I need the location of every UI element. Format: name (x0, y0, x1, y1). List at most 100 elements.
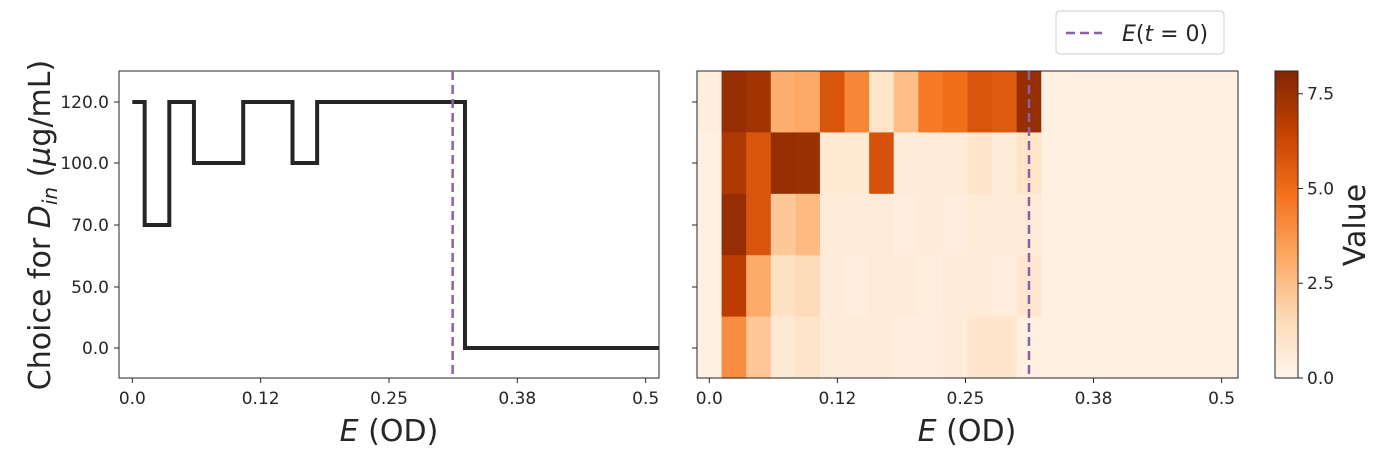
left-y-tick-label: 120.0 (60, 93, 109, 113)
right-x-ticks: 0.0 0.12 0.25 0.38 0.5 (696, 378, 1235, 409)
colorbar-label: Value (1338, 184, 1373, 266)
heatmap-cell (918, 316, 944, 379)
heatmap-cell (1041, 193, 1067, 256)
heatmap-cell (721, 316, 747, 379)
heatmap-cell (746, 193, 772, 256)
heatmap-cell (1188, 132, 1215, 195)
heatmap-cell (1188, 316, 1215, 379)
heatmap-cell (1188, 71, 1215, 133)
heatmap-cell (795, 255, 821, 318)
heatmap-cell (1213, 71, 1239, 133)
colorbar-tick-label: 0.0 (1307, 369, 1334, 389)
heatmap-cell (819, 132, 846, 195)
heatmap-cell (942, 71, 969, 133)
colorbar-tick-label: 7.5 (1307, 85, 1334, 105)
heatmap-cell (1164, 71, 1190, 133)
heatmap-cell (1065, 132, 1092, 195)
heatmap-cell (967, 71, 993, 133)
heatmap-cell (1139, 193, 1165, 256)
heatmap-cell (844, 132, 870, 195)
left-x-tick-label: 0.38 (498, 389, 536, 409)
heatmap-cell (746, 316, 772, 379)
heatmap-cell (992, 316, 1018, 379)
heatmap-cell (1115, 316, 1141, 379)
heatmap-cell (697, 132, 723, 195)
heatmap-cell (893, 71, 919, 133)
heatmap-cell (942, 193, 969, 256)
heatmap-cell (1139, 255, 1165, 318)
heatmap-cell (844, 316, 870, 379)
heatmap-cell (992, 132, 1018, 195)
heatmap-cell (1213, 193, 1239, 256)
heatmap-cell (844, 255, 870, 318)
heatmap-cell (992, 71, 1018, 133)
left-x-tick-label: 0.25 (370, 389, 408, 409)
left-line-panel: 0.0 0.12 0.25 0.38 0.5 0.0 50.0 70.0 100.0 120.0… (23, 60, 660, 449)
colorbar: 0.0 2.5 5.0 7.5 Value (1274, 70, 1373, 389)
heatmap-cell (1115, 255, 1141, 318)
heatmap-cell (770, 71, 796, 133)
heatmap-cell (1213, 132, 1239, 195)
left-plot-frame (118, 70, 660, 379)
heatmap-cell (1164, 132, 1190, 195)
right-heatmap-panel: 0.0 0.12 0.25 0.38 0.5 E (OD) (692, 70, 1239, 449)
heatmap-cell (721, 132, 747, 195)
heatmap-cell (918, 71, 944, 133)
right-x-tick-label: 0.38 (1075, 389, 1113, 409)
right-x-axis-label: E (OD) (918, 414, 1017, 449)
heatmap-cell (992, 193, 1018, 256)
heatmap-cell (1065, 316, 1092, 379)
heatmap-cell (893, 316, 919, 379)
left-x-tick-label: 0.0 (119, 389, 146, 409)
heatmap-cell (844, 71, 870, 133)
left-y-tick-label: 50.0 (71, 278, 109, 298)
heatmap-cell (770, 193, 796, 256)
left-y-ticks: 0.0 50.0 70.0 100.0 120.0 (60, 93, 119, 359)
heatmap-cell (819, 316, 846, 379)
left-y-tick-label: 0.0 (82, 339, 109, 359)
heatmap-cell (770, 316, 796, 379)
heatmap-cell (893, 193, 919, 256)
heatmap-cell (967, 132, 993, 195)
heatmap-cell (1065, 255, 1092, 318)
heatmap-cell (1041, 316, 1067, 379)
heatmap-cell (795, 71, 821, 133)
heatmap-cell (1090, 71, 1116, 133)
heatmap-cell (869, 132, 895, 195)
heatmap-cell (869, 193, 895, 256)
heatmap-cell (942, 132, 969, 195)
right-y-ticks (692, 101, 697, 349)
legend-label: E(t = 0) (1122, 22, 1208, 47)
heatmap-cell (942, 255, 969, 318)
heatmap-cell (1115, 132, 1141, 195)
heatmap-cell (1090, 255, 1116, 318)
heatmap-cell (1213, 255, 1239, 318)
heatmap-cell (1041, 132, 1067, 195)
heatmap-cell (942, 316, 969, 379)
colorbar-tick-label: 2.5 (1307, 274, 1334, 294)
heatmap-cell (869, 71, 895, 133)
colorbar-ticks: 0.0 2.5 5.0 7.5 (1298, 85, 1334, 389)
heatmap-cell (967, 316, 993, 379)
heatmap-cell (1065, 193, 1092, 256)
heatmap-cell (697, 255, 723, 318)
colorbar-tick-label: 5.0 (1307, 179, 1334, 199)
heatmap-cell (1188, 193, 1215, 256)
heatmap-cell (721, 71, 747, 133)
left-step-line (132, 100, 659, 350)
heatmap-cell (1041, 71, 1067, 133)
heatmap-cell (795, 316, 821, 379)
heatmap-cell (746, 71, 772, 133)
heatmap-cell (1139, 71, 1165, 133)
left-y-axis-label: Choice for Din (µg/mL) (23, 60, 62, 390)
heatmap-cell (1115, 71, 1141, 133)
heatmap-cell (721, 255, 747, 318)
left-x-tick-label: 0.12 (242, 389, 280, 409)
heatmap-cell (1164, 255, 1190, 318)
heatmap-cell (918, 132, 944, 195)
heatmap-cell (1164, 193, 1190, 256)
heatmap-cell (1139, 132, 1165, 195)
heatmap-cell (1188, 255, 1215, 318)
heatmap-cell (697, 193, 723, 256)
